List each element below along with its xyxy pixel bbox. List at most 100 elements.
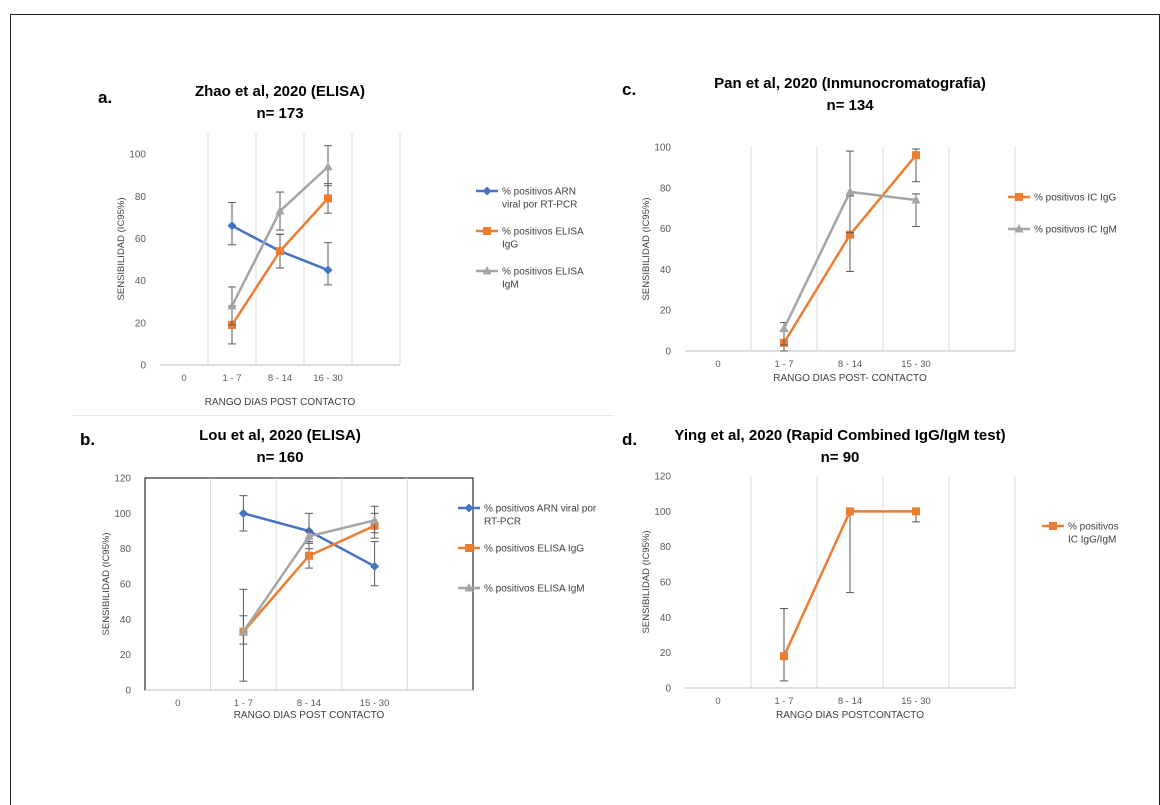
x-tick-label: 0 (715, 359, 720, 370)
y-tick-label: 60 (120, 580, 132, 591)
data-point (238, 508, 248, 518)
legend-label: IgG (502, 240, 518, 251)
legend-label: IC IgG/IgM (1068, 535, 1116, 546)
x-tick-label: 0 (175, 698, 180, 709)
y-tick-label: 0 (125, 686, 131, 697)
legend-swatch-marker (464, 583, 474, 592)
x-tick-label: 15 - 30 (360, 698, 390, 709)
x-tick-label: 1 - 7 (234, 698, 253, 709)
y-axis-title: SENSIBILIDAD (IC95%) (641, 531, 652, 634)
chart-d: 0 20 40 60 80 100 120 0 1 - 7 8 - 14 15 - 30 RANGO … (641, 472, 1119, 722)
chart-title-a: Zhao et al, 2020 (ELISA) (194, 83, 366, 100)
chart-title-c: Pan et al, 2020 (Inmunocromatografia) (714, 75, 986, 92)
legend-swatch-marker (1049, 522, 1057, 530)
panel-label-d: d. (622, 430, 638, 449)
legend-swatch-marker (465, 544, 473, 552)
legend-swatch-marker (482, 266, 492, 275)
legend-label: % positivos ARN viral por (484, 504, 597, 515)
y-tick-label: 100 (129, 150, 146, 161)
y-tick-label: 80 (120, 544, 132, 555)
data-point (227, 221, 237, 231)
chart-subtitle-a: n= 173 (256, 105, 304, 122)
y-tick-label: 80 (660, 183, 672, 194)
y-tick-label: 40 (120, 615, 132, 626)
data-point (324, 194, 332, 203)
data-point (370, 515, 380, 524)
panel-label-a: a. (98, 88, 113, 107)
y-tick-label: 60 (135, 234, 147, 245)
plot-border (144, 477, 474, 691)
legend-label: % positivos ARN (502, 187, 576, 198)
data-point (780, 652, 788, 661)
chart-subtitle-b: n= 160 (256, 449, 304, 466)
x-axis-title: RANGO DIAS POST- CONTACTO (773, 373, 927, 384)
data-point (304, 531, 314, 540)
x-tick-label: 1 - 7 (222, 373, 241, 384)
x-axis-title: RANGO DIAS POST CONTACTO (205, 397, 356, 408)
legend-swatch-marker (464, 503, 474, 513)
legend-label: viral por RT-PCR (502, 200, 577, 211)
legend-label: % positivos ELISA (502, 227, 584, 238)
y-tick-label: 20 (660, 648, 672, 659)
y-tick-label: 100 (114, 509, 131, 520)
chart-c: 0 20 40 60 80 100 0 1 - 7 8 - 14 15 - 30 RANGO DIA… (641, 143, 1117, 385)
data-point (227, 300, 237, 310)
y-axis-title: SENSIBILIDAD (IC95%) (116, 198, 127, 301)
y-tick-label: 80 (135, 192, 147, 203)
legend-label: % positivos (1068, 522, 1119, 533)
chart-subtitle-c: n= 134 (826, 97, 874, 114)
y-tick-label: 0 (140, 361, 146, 372)
x-tick-label: 15 - 30 (901, 696, 931, 707)
chart-title-d: Ying et al, 2020 (Rapid Combined IgG/IgM… (674, 427, 1006, 444)
legend-label: RT-PCR (484, 517, 521, 528)
legend-label: % positivos IC IgM (1034, 225, 1117, 236)
y-tick-label: 20 (135, 318, 147, 329)
panel-divider (72, 415, 614, 416)
data-point (370, 561, 380, 571)
chart-subtitle-d: n= 90 (820, 449, 860, 466)
panel-label-b: b. (80, 430, 96, 449)
data-point (911, 195, 921, 204)
y-tick-label: 20 (660, 306, 672, 317)
legend-swatch-marker (1014, 224, 1024, 233)
legend-label: % positivos IC IgG (1034, 193, 1116, 204)
data-point (845, 186, 855, 196)
x-tick-label: 1 - 7 (774, 359, 793, 370)
x-tick-label: 8 - 14 (838, 696, 862, 707)
y-tick-label: 40 (135, 276, 147, 287)
x-tick-label: 15 - 30 (901, 359, 931, 370)
x-tick-label: 8 - 14 (268, 373, 292, 384)
x-tick-label: 0 (181, 373, 186, 384)
x-axis-title: RANGO DIAS POST CONTACTO (234, 710, 385, 721)
data-point (305, 551, 313, 560)
legend-label: % positivos ELISA (502, 267, 584, 278)
chart-b: 0 20 40 60 80 100 120 0 1 - 7 8 - 14 15 - 30RANGO … (101, 474, 597, 722)
y-axis-title: SENSIBILIDAD (IC95%) (641, 198, 652, 301)
data-point (912, 507, 920, 516)
x-tick-label: 0 (715, 696, 720, 707)
x-tick-label: 1 - 7 (774, 696, 793, 707)
y-tick-label: 120 (654, 472, 671, 483)
y-tick-label: 60 (660, 224, 672, 235)
y-tick-label: 0 (665, 684, 671, 695)
panel-label-c: c. (622, 80, 637, 99)
y-tick-label: 80 (660, 542, 672, 553)
y-tick-label: 40 (660, 613, 672, 624)
legend-label: % positivos ELISA IgG (484, 544, 584, 555)
data-point (238, 626, 248, 636)
x-axis-title: RANGO DIAS POSTCONTACTO (776, 710, 924, 721)
y-tick-label: 60 (660, 578, 672, 589)
data-point (275, 206, 285, 215)
data-point (912, 151, 920, 160)
y-tick-label: 40 (660, 265, 672, 276)
data-point (323, 265, 333, 275)
x-tick-label: 8 - 14 (297, 698, 321, 709)
chart-title-b: Lou et al, 2020 (ELISA) (199, 427, 361, 444)
y-tick-label: 100 (654, 507, 671, 518)
data-point (846, 230, 854, 239)
x-tick-label: 8 - 14 (838, 359, 862, 370)
y-tick-label: 0 (665, 347, 671, 358)
x-tick-label: 16 - 30 (313, 373, 343, 384)
y-tick-label: 20 (120, 650, 132, 661)
y-tick-label: 120 (114, 474, 131, 485)
